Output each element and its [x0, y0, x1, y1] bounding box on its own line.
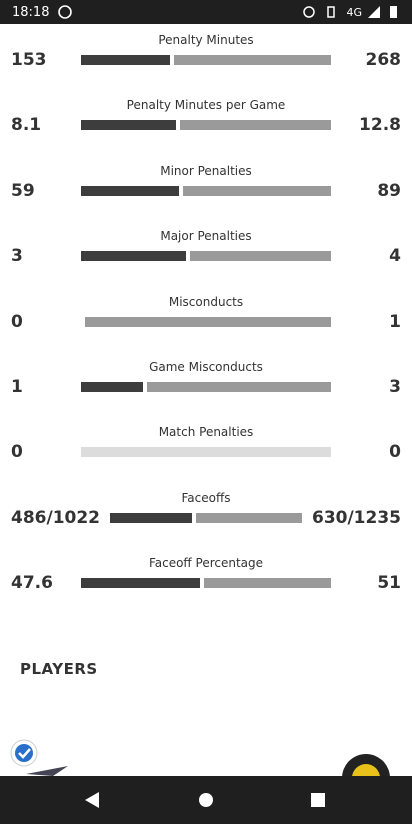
signal-battery	[368, 6, 397, 18]
team-logo-left	[10, 739, 68, 776]
stat-row: Minor Penalties 59 89	[0, 163, 412, 228]
stats-list: Penalty Minutes 153 268 Penalty Minutes per…	[0, 32, 412, 621]
right-value: 12.8	[359, 115, 401, 136]
left-bar	[81, 55, 171, 65]
stat-bar	[81, 251, 331, 262]
stat-row: Penalty Minutes per Game 8.1 12.8	[0, 97, 412, 162]
right-value: 51	[377, 573, 401, 594]
right-value: 0	[389, 442, 401, 463]
right-value: 268	[365, 50, 402, 70]
left-bar	[81, 381, 143, 392]
right-bar	[190, 251, 331, 262]
stat-row: Faceoff Percentage 47.6 51	[0, 555, 412, 620]
home-button[interactable]	[199, 793, 213, 807]
right-value: 1	[389, 311, 401, 332]
stat-line: 8.1 12.8	[0, 115, 412, 135]
stat-row: Misconducts 0 1	[0, 294, 412, 359]
empty-bar	[81, 447, 331, 458]
nav-buttons	[85, 792, 325, 808]
right-bar	[180, 120, 331, 131]
right-value: 630/1235	[311, 507, 401, 528]
stat-line: 153 268	[0, 50, 412, 70]
stat-bar	[81, 578, 331, 589]
left-value: 0	[11, 442, 23, 463]
stat-label: Minor Penalties	[160, 163, 252, 178]
nav-bar	[0, 776, 412, 824]
left-bar	[81, 120, 177, 131]
recents-button[interactable]	[311, 793, 325, 807]
stat-bar	[81, 316, 331, 327]
left-bar	[110, 512, 192, 523]
status-bar: 18:18 4G	[0, 0, 412, 24]
stat-bar	[81, 120, 331, 131]
stat-row: Major Penalties 3 4	[0, 228, 412, 293]
stat-label: Game Misconducts	[149, 359, 263, 374]
stat-bar	[110, 512, 302, 523]
left-value: 3	[11, 246, 23, 267]
network: 4G	[346, 5, 362, 19]
status-icons	[303, 6, 336, 18]
left-bar	[81, 578, 200, 589]
section-title: PLAYERS	[20, 660, 98, 678]
left-bar	[81, 251, 187, 262]
stat-label: Penalty Minutes	[158, 33, 254, 47]
right-bar	[174, 55, 331, 65]
stat-label: Major Penalties	[160, 229, 252, 244]
stat-bar	[81, 447, 331, 458]
whatsapp-icon	[58, 5, 73, 19]
stat-bar	[81, 55, 331, 65]
stat-bar	[81, 381, 331, 392]
left-value: 0	[11, 311, 23, 332]
time: 18:18	[12, 4, 50, 20]
stat-label: Misconducts	[168, 294, 244, 309]
stat-line: 486/1022 630/1235	[0, 508, 412, 528]
right-bar	[146, 381, 331, 392]
stat-row: Faceoffs 486/1022 630/1235	[0, 490, 412, 555]
stat-label: Match Penalties	[158, 425, 254, 440]
back-button[interactable]	[85, 792, 99, 808]
stat-line: 47.6 51	[0, 573, 412, 593]
right-value: 89	[377, 180, 401, 201]
left-bar	[81, 185, 180, 196]
stat-row: Match Penalties 0 0	[0, 424, 412, 489]
left-value: 486/1022	[11, 507, 101, 528]
stat-line: 59 89	[0, 181, 412, 201]
stat-row: Game Misconducts 1 3	[0, 359, 412, 424]
right-bar	[195, 512, 302, 523]
right-value: 3	[389, 376, 401, 397]
right-bar	[183, 185, 331, 196]
stat-label: Penalty Minutes per Game	[126, 98, 286, 113]
right-value: 4	[389, 246, 401, 267]
left-value: 59	[11, 180, 35, 201]
stat-row: Penalty Minutes 153 268	[0, 32, 412, 97]
left-value: 47.6	[11, 573, 53, 594]
stat-label: Faceoff Percentage	[148, 556, 264, 571]
left-value: 8.1	[11, 115, 42, 136]
right-bar	[203, 578, 331, 589]
stat-bar	[81, 185, 331, 196]
left-value: 1	[11, 376, 23, 397]
left-value: 153	[11, 50, 47, 70]
stat-label: Faceoffs	[181, 490, 231, 505]
right-bar	[85, 316, 331, 327]
